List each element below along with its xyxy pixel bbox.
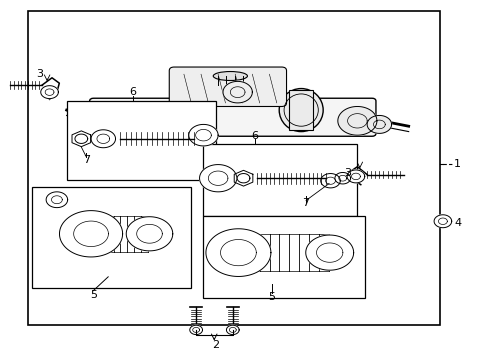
Polygon shape — [434, 215, 452, 228]
Text: 6: 6 — [251, 131, 258, 141]
Text: 7: 7 — [83, 155, 90, 165]
Polygon shape — [223, 81, 252, 103]
Polygon shape — [41, 86, 58, 99]
Polygon shape — [91, 130, 116, 148]
Text: 3: 3 — [36, 69, 43, 79]
FancyBboxPatch shape — [90, 98, 376, 136]
Text: 5: 5 — [90, 291, 97, 301]
Bar — [289, 90, 314, 130]
Polygon shape — [206, 229, 271, 276]
Bar — [27, 12, 441, 325]
Bar — [203, 144, 357, 216]
Bar — [32, 187, 191, 288]
Text: 3: 3 — [344, 168, 351, 178]
Polygon shape — [72, 131, 91, 147]
Polygon shape — [338, 107, 377, 135]
Polygon shape — [306, 235, 354, 270]
Polygon shape — [141, 109, 159, 122]
Polygon shape — [237, 174, 250, 183]
Text: 7: 7 — [302, 198, 310, 208]
Text: 1: 1 — [454, 159, 461, 169]
Ellipse shape — [213, 72, 247, 81]
Text: 6: 6 — [129, 87, 136, 97]
Ellipse shape — [279, 89, 323, 132]
Bar — [67, 101, 216, 180]
FancyBboxPatch shape — [169, 67, 287, 107]
Polygon shape — [75, 134, 88, 143]
Text: 4: 4 — [454, 218, 461, 228]
Polygon shape — [226, 325, 239, 334]
Polygon shape — [347, 170, 365, 183]
Polygon shape — [321, 174, 340, 188]
Text: 2: 2 — [212, 340, 219, 350]
Polygon shape — [190, 325, 202, 334]
Polygon shape — [367, 116, 392, 133]
Polygon shape — [189, 125, 218, 146]
Text: 5: 5 — [269, 292, 275, 302]
Polygon shape — [59, 211, 122, 257]
Polygon shape — [46, 192, 68, 208]
FancyBboxPatch shape — [140, 108, 159, 126]
Polygon shape — [234, 170, 253, 186]
Polygon shape — [126, 217, 173, 251]
Polygon shape — [199, 165, 237, 192]
Bar — [203, 216, 365, 298]
Polygon shape — [335, 172, 350, 184]
